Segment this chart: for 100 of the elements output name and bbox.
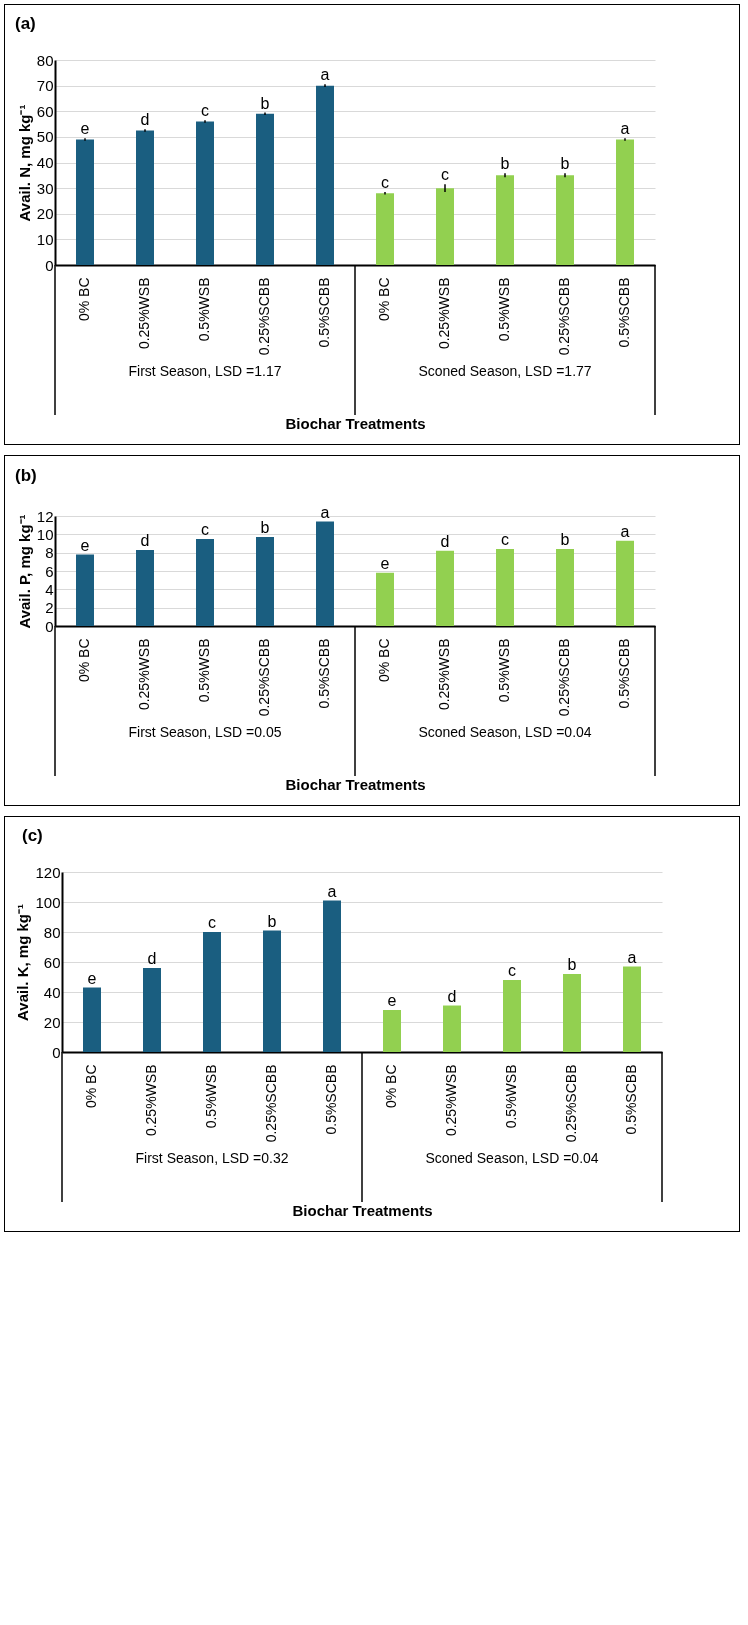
data-label: d: [440, 532, 450, 550]
bar: [323, 900, 341, 1052]
chart-title: (c): [22, 826, 43, 845]
x-tick-label: 0% BC: [376, 638, 392, 683]
y-tick-label: 80: [36, 51, 54, 69]
bar: [556, 549, 574, 626]
y-tick-label: 100: [35, 893, 61, 911]
x-tick-label: 0.5%WSB: [496, 277, 512, 342]
y-tick-label: 0: [52, 1043, 61, 1061]
bar: [616, 540, 634, 626]
chart-title: (b): [15, 465, 37, 485]
x-axis-title: Biochar Treatments: [285, 415, 426, 433]
data-label: e: [87, 969, 97, 987]
x-tick-label: 0.5%SCBB: [316, 638, 332, 709]
data-label: e: [380, 554, 390, 572]
data-label: d: [447, 987, 457, 1005]
data-label: c: [501, 531, 509, 548]
x-tick-label: 0.5%SCBB: [623, 1064, 639, 1135]
data-label: c: [381, 173, 389, 191]
data-label: c: [201, 520, 209, 538]
x-tick-label: 0% BC: [76, 638, 92, 683]
bar: [316, 521, 334, 626]
data-label: b: [560, 531, 570, 548]
data-label: b: [567, 956, 577, 973]
chart-title: (a): [15, 14, 36, 33]
y-tick-label: 120: [35, 863, 61, 881]
data-label: b: [500, 155, 510, 173]
bar: [143, 968, 161, 1052]
data-label: e: [80, 120, 90, 138]
y-tick-label: 6: [45, 562, 54, 580]
x-tick-label: 0.25%SCBB: [256, 638, 272, 717]
bar: [196, 538, 214, 626]
bar: [496, 549, 514, 626]
data-label: e: [387, 992, 397, 1009]
text: Sconed Season, LSD =0.04: [425, 1150, 599, 1166]
bar: [383, 1010, 401, 1052]
y-tick-label: 0: [45, 256, 54, 274]
data-label: a: [627, 948, 637, 966]
x-tick-label: 0.5%WSB: [196, 638, 212, 703]
x-tick-label: 0.25%WSB: [436, 638, 452, 711]
bar: [76, 139, 94, 265]
data-label: c: [201, 102, 209, 120]
data-label: b: [260, 94, 270, 112]
bar: [196, 121, 214, 265]
x-tick-label: 0.25%WSB: [136, 638, 152, 711]
data-label: a: [327, 882, 337, 900]
bar: [76, 554, 94, 626]
text: First Season, LSD =1.17: [128, 363, 282, 379]
x-tick-label: 0.25%WSB: [136, 277, 152, 350]
x-tick-label: 0.25%WSB: [436, 277, 452, 350]
bar: [436, 550, 454, 626]
y-tick-label: 10: [36, 525, 54, 543]
y-tick-label: 8: [45, 544, 54, 562]
x-tick-label: 0.25%SCBB: [563, 1064, 579, 1143]
bar: [83, 987, 101, 1052]
text: Sconed Season, LSD =1.77: [418, 363, 592, 379]
text: First Season, LSD =0.32: [135, 1150, 289, 1166]
bar: [203, 932, 221, 1052]
y-tick-label: 30: [36, 179, 54, 197]
text: First Season, LSD =0.05: [128, 724, 282, 740]
x-tick-label: 0.5%WSB: [196, 277, 212, 342]
x-tick-label: 0% BC: [383, 1064, 399, 1109]
x-tick-label: 0.5%WSB: [203, 1064, 219, 1129]
y-tick-label: 60: [36, 102, 54, 120]
y-axis-title: Avail. P, mg kg⁻¹: [15, 514, 33, 629]
x-tick-label: 0.25%WSB: [443, 1064, 459, 1137]
y-tick-label: 0: [45, 617, 54, 635]
x-tick-label: 0.5%SCBB: [616, 638, 632, 709]
x-tick-label: 0.5%SCBB: [316, 277, 332, 348]
data-label: d: [140, 111, 150, 129]
y-tick-label: 12: [36, 507, 54, 525]
y-axis-title: Avail. N, mg kg⁻¹: [15, 104, 33, 222]
y-tick-label: 50: [36, 128, 54, 146]
y-tick-label: 2: [45, 599, 54, 617]
y-tick-label: 20: [36, 205, 54, 223]
y-tick-label: 60: [43, 953, 61, 971]
x-tick-label: 0% BC: [83, 1064, 99, 1109]
y-tick-label: 4: [45, 580, 54, 598]
y-tick-label: 20: [43, 1013, 61, 1031]
x-tick-label: 0% BC: [376, 277, 392, 322]
data-label: d: [140, 531, 150, 549]
data-label: a: [320, 66, 330, 84]
bar: [376, 572, 394, 626]
x-tick-label: 0.5%SCBB: [616, 277, 632, 348]
data-label: d: [147, 950, 157, 967]
text: Sconed Season, LSD =0.04: [418, 724, 592, 740]
bar: [616, 139, 634, 265]
x-tick-label: 0.25%WSB: [143, 1064, 159, 1137]
bar: [623, 966, 641, 1052]
data-label: a: [620, 120, 630, 138]
y-tick-label: 40: [43, 983, 61, 1001]
x-tick-label: 0.25%SCBB: [263, 1064, 279, 1143]
x-tick-label: 0% BC: [76, 277, 92, 322]
bar: [503, 980, 521, 1052]
data-label: b: [260, 519, 270, 537]
data-label: b: [560, 155, 570, 173]
data-label: e: [80, 536, 90, 554]
x-axis-title: Biochar Treatments: [292, 1202, 433, 1220]
bar: [376, 193, 394, 265]
bar: [136, 130, 154, 265]
